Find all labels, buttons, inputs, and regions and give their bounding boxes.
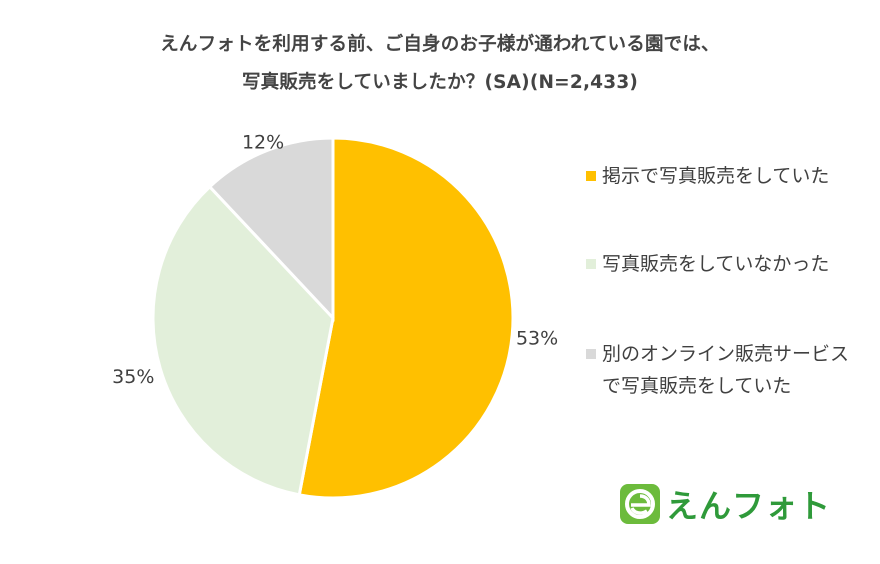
legend-swatch-2 (586, 259, 596, 269)
pie-value-label-2: 35% (112, 366, 154, 388)
legend-label-2: 写真販売をしていなかった (602, 253, 830, 275)
legend-swatch-3 (586, 349, 596, 359)
pie-slices (151, 136, 515, 500)
enphoto-logo-icon (620, 484, 660, 524)
legend-label-1: 掲示で写真販売をしていた (602, 165, 830, 187)
legend-label-3: 別のオンライン販売サービス で写真販売をしていた (602, 343, 850, 397)
legend-item-1: 掲示で写真販売をしていた (586, 160, 852, 192)
enphoto-logo-text: えんフォト (666, 487, 832, 525)
pie-slice-3 (207, 136, 335, 322)
enphoto-logo: えんフォト (620, 481, 831, 527)
chart-title-line-1: えんフォトを利用する前、ご自身のお子様が通われている園では、 (160, 34, 720, 55)
legend-item-3: 別のオンライン販売サービス で写真販売をしていた (586, 338, 852, 402)
legend-swatch-1 (586, 171, 596, 181)
legend-item-2: 写真販売をしていなかった (586, 248, 852, 280)
chart-title-line-2: 写真販売をしていましたか？(SA)(N=2,433) (241, 72, 639, 93)
pie-slice-1 (297, 136, 515, 500)
pie-value-labels: 53% 35% 12% (112, 131, 558, 388)
pie-slice-2 (151, 184, 335, 497)
pie-value-label-1: 53% (516, 327, 558, 349)
pie-value-label-3: 12% (242, 131, 284, 153)
